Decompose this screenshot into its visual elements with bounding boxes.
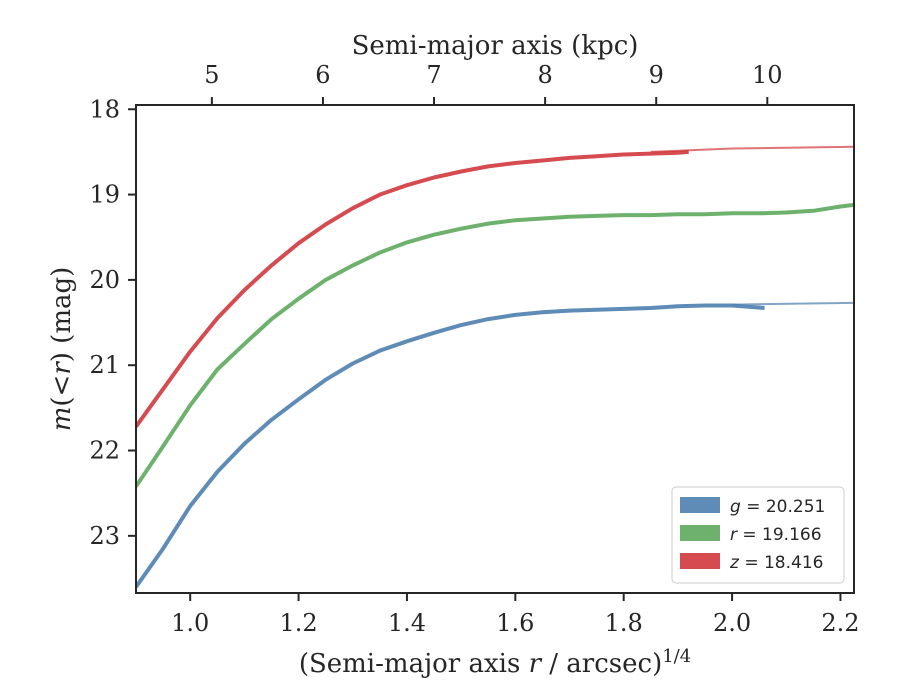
axis-ticks	[128, 97, 842, 601]
x-tick-label: 1.0	[171, 609, 209, 637]
x-tick-label: 1.6	[496, 609, 534, 637]
y-tick-label: 19	[89, 181, 120, 209]
x-tick-label: 1.2	[279, 609, 317, 637]
series-2-extension	[650, 145, 854, 153]
x-tick-label: 1.8	[605, 609, 643, 637]
legend-swatch	[680, 525, 720, 541]
plot-lines	[136, 145, 854, 589]
top-tick-label: 7	[426, 61, 441, 89]
legend-label: r = 19.166	[730, 525, 822, 545]
y-tick-label: 22	[89, 437, 120, 465]
legend-label: z = 18.416	[729, 553, 823, 573]
top-tick-label: 6	[315, 61, 330, 89]
plot-frame	[135, 104, 855, 594]
y-tick-label: 18	[89, 95, 120, 123]
legend-swatch	[680, 553, 720, 569]
x-tick-label: 2.2	[821, 609, 859, 637]
top-tick-label: 5	[204, 61, 219, 89]
legend-swatch	[680, 497, 720, 513]
top-tick-label: 10	[752, 61, 783, 89]
x-tick-label: 1.4	[388, 609, 426, 637]
series-2-line	[136, 149, 689, 428]
top-axis-title: Semi-major axis (kpc)	[352, 31, 639, 61]
series-0-extension	[732, 301, 854, 306]
x-tick-label: 2.0	[713, 609, 751, 637]
series-1-line	[136, 202, 854, 488]
top-tick-label: 8	[537, 61, 552, 89]
legend: g = 20.251 r = 19.166 z = 18.416	[671, 486, 845, 584]
series-0-line	[136, 303, 765, 589]
y-axis-title: m(<r) (mag)	[47, 267, 77, 432]
y-tick-label: 20	[89, 266, 120, 294]
legend-label: g = 20.251	[730, 497, 825, 517]
y-tick-label: 23	[89, 522, 120, 550]
axis-tick-labels: 1.0 1.2 1.4 1.6 1.8 2.0 2.2 18 19 20 21 22 23 5 6 7 8 9 10	[89, 61, 859, 637]
x-axis-title: (Semi-major axis r / arcsec)1/4	[299, 646, 691, 679]
top-tick-label: 9	[649, 61, 664, 89]
y-tick-label: 21	[89, 351, 120, 379]
